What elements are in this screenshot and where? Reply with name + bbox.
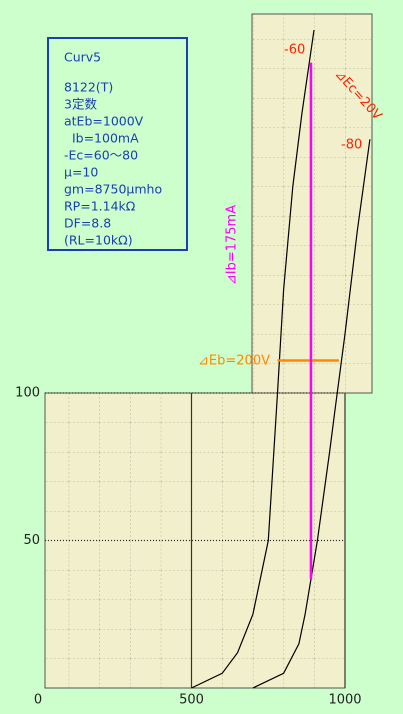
- info-line: atEb=1000V: [64, 114, 144, 129]
- info-line: DF=8.8: [64, 216, 111, 231]
- annotation: ⊿Eb=200V: [198, 354, 270, 369]
- info-line: μ=10: [64, 165, 98, 180]
- info-line: gm=8750μmho: [64, 182, 162, 197]
- curve: [252, 139, 371, 689]
- info-line: Curv5: [64, 50, 101, 65]
- info-line: 3定数: [64, 97, 97, 112]
- curve: [191, 30, 315, 689]
- x-tick-label: 0: [34, 693, 42, 708]
- curve-label: -60: [284, 43, 305, 58]
- annotation: ⊿Ib=175mA: [225, 205, 240, 285]
- info-line: Ib=100mA: [64, 131, 139, 146]
- y-tick-label: 100: [15, 386, 40, 401]
- info-line: -Ec=60～80: [64, 148, 138, 163]
- x-tick-label: 500: [179, 693, 204, 708]
- info-line: RP=1.14kΩ: [64, 199, 136, 214]
- info-line: 8122(T): [64, 80, 113, 95]
- x-tick-label: 1000: [328, 693, 361, 708]
- info-box: [47, 37, 188, 251]
- info-line: (RL=10kΩ): [64, 233, 133, 248]
- y-tick-label: 50: [23, 533, 40, 548]
- curve-label: -80: [341, 138, 362, 153]
